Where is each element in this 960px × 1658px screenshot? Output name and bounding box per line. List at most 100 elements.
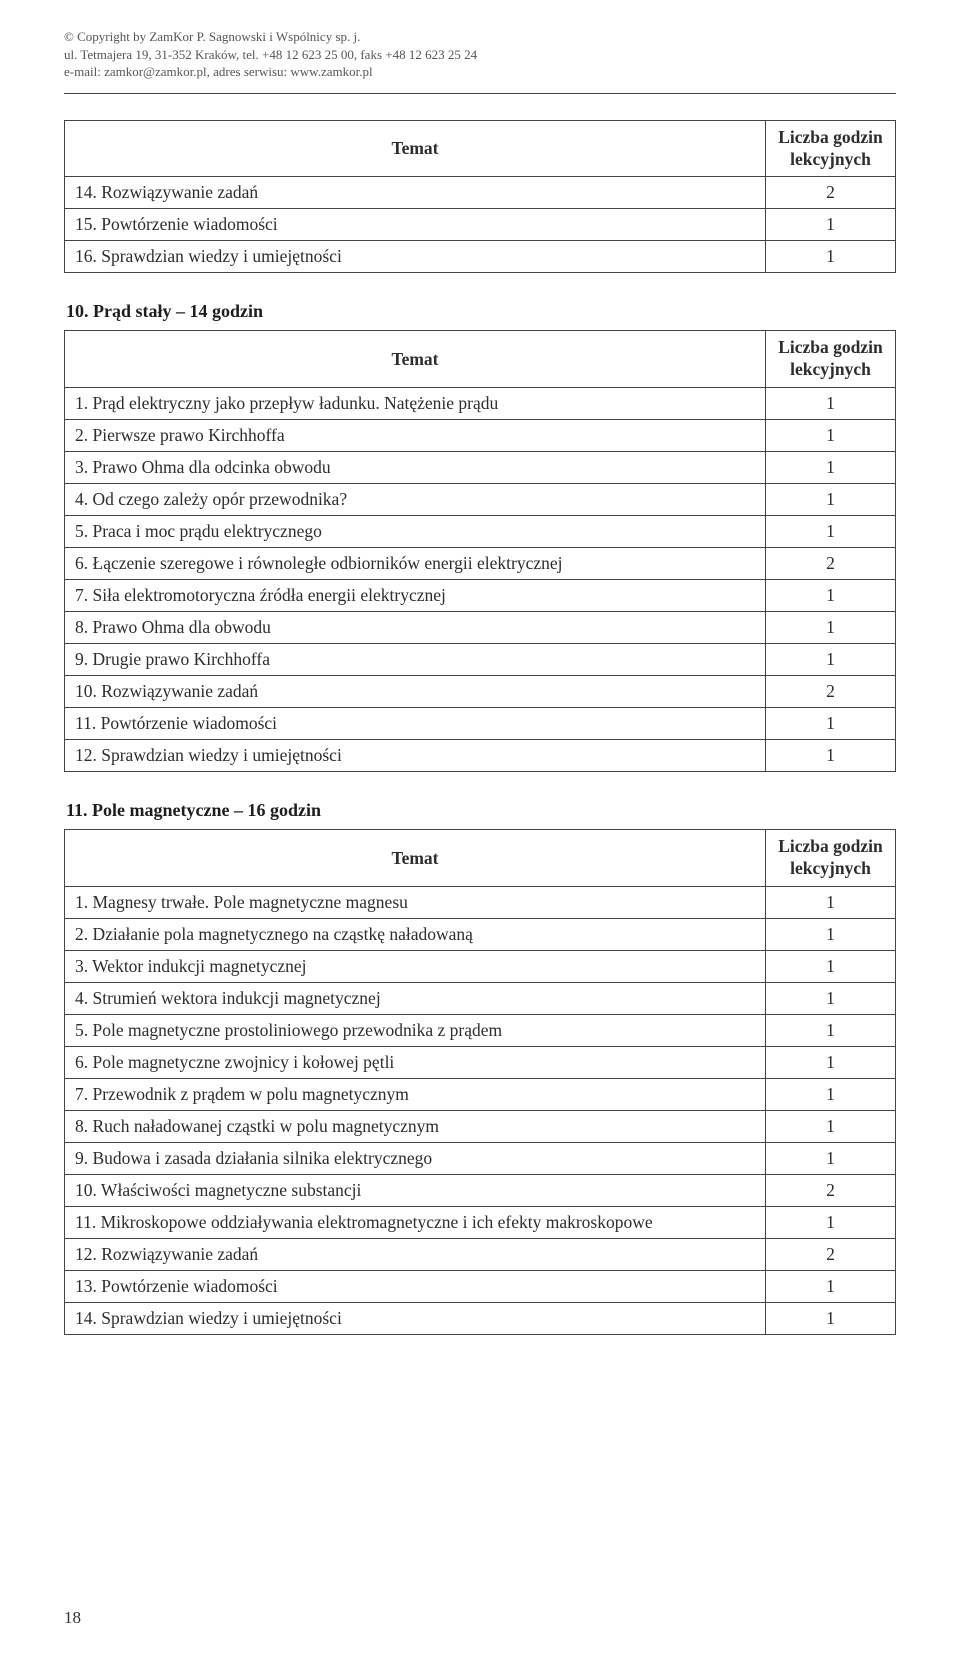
cell-hours: 1 [766, 241, 896, 273]
cell-hours: 1 [766, 1142, 896, 1174]
table-row: 13. Powtórzenie wiadomości1 [65, 1270, 896, 1302]
cell-hours: 1 [766, 886, 896, 918]
table-row: 4. Od czego zależy opór przewodnika?1 [65, 484, 896, 516]
cell-hours: 2 [766, 1174, 896, 1206]
table-row: 2. Pierwsze prawo Kirchhoffa1 [65, 420, 896, 452]
table-row: 7. Siła elektromotoryczna źródła energii… [65, 580, 896, 612]
cell-hours: 1 [766, 1110, 896, 1142]
table-row: 9. Budowa i zasada działania silnika ele… [65, 1142, 896, 1174]
cell-hours: 1 [766, 580, 896, 612]
cell-hours: 1 [766, 918, 896, 950]
cell-topic: 16. Sprawdzian wiedzy i umiejętności [65, 241, 766, 273]
cell-topic: 1. Prąd elektryczny jako przepływ ładunk… [65, 388, 766, 420]
cell-topic: 13. Powtórzenie wiadomości [65, 1270, 766, 1302]
copyright-block: © Copyright by ZamKor P. Sagnowski i Wsp… [64, 28, 896, 81]
cell-topic: 2. Pierwsze prawo Kirchhoffa [65, 420, 766, 452]
cell-hours: 2 [766, 676, 896, 708]
cell-topic: 8. Prawo Ohma dla obwodu [65, 612, 766, 644]
cell-topic: 2. Działanie pola magnetycznego na cząst… [65, 918, 766, 950]
cell-topic: 3. Wektor indukcji magnetycznej [65, 950, 766, 982]
cell-hours: 1 [766, 209, 896, 241]
cell-topic: 4. Strumień wektora indukcji magnetyczne… [65, 982, 766, 1014]
cell-topic: 12. Sprawdzian wiedzy i umiejętności [65, 740, 766, 772]
cell-hours: 1 [766, 982, 896, 1014]
cell-hours: 1 [766, 1270, 896, 1302]
cell-hours: 2 [766, 177, 896, 209]
curriculum-table: TematLiczba godzin lekcyjnych1. Magnesy … [64, 829, 896, 1335]
column-header-topic: Temat [65, 830, 766, 887]
cell-hours: 1 [766, 1014, 896, 1046]
cell-topic: 12. Rozwiązywanie zadań [65, 1238, 766, 1270]
cell-hours: 1 [766, 484, 896, 516]
cell-topic: 10. Właściwości magnetyczne substancji [65, 1174, 766, 1206]
table-row: 3. Prawo Ohma dla odcinka obwodu1 [65, 452, 896, 484]
cell-topic: 9. Budowa i zasada działania silnika ele… [65, 1142, 766, 1174]
table-row: 10. Rozwiązywanie zadań2 [65, 676, 896, 708]
copyright-line-3: e-mail: zamkor@zamkor.pl, adres serwisu:… [64, 63, 896, 81]
page-number: 18 [64, 1608, 81, 1628]
cell-hours: 2 [766, 548, 896, 580]
cell-hours: 1 [766, 420, 896, 452]
table-row: 4. Strumień wektora indukcji magnetyczne… [65, 982, 896, 1014]
table-row: 12. Sprawdzian wiedzy i umiejętności1 [65, 740, 896, 772]
column-header-topic: Temat [65, 120, 766, 177]
column-header-hours: Liczba godzin lekcyjnych [766, 120, 896, 177]
cell-topic: 14. Sprawdzian wiedzy i umiejętności [65, 1302, 766, 1334]
copyright-line-1: © Copyright by ZamKor P. Sagnowski i Wsp… [64, 28, 896, 46]
column-header-topic: Temat [65, 331, 766, 388]
copyright-line-2: ul. Tetmajera 19, 31-352 Kraków, tel. +4… [64, 46, 896, 64]
cell-topic: 8. Ruch naładowanej cząstki w polu magne… [65, 1110, 766, 1142]
table-row: 7. Przewodnik z prądem w polu magnetyczn… [65, 1078, 896, 1110]
cell-hours: 1 [766, 452, 896, 484]
table-row: 10. Właściwości magnetyczne substancji2 [65, 1174, 896, 1206]
cell-topic: 5. Praca i moc prądu elektrycznego [65, 516, 766, 548]
table-row: 6. Pole magnetyczne zwojnicy i kołowej p… [65, 1046, 896, 1078]
table-row: 2. Działanie pola magnetycznego na cząst… [65, 918, 896, 950]
table-row: 14. Sprawdzian wiedzy i umiejętności1 [65, 1302, 896, 1334]
table-row: 3. Wektor indukcji magnetycznej1 [65, 950, 896, 982]
column-header-hours: Liczba godzin lekcyjnych [766, 331, 896, 388]
cell-hours: 1 [766, 1302, 896, 1334]
cell-topic: 3. Prawo Ohma dla odcinka obwodu [65, 452, 766, 484]
section-title: 11. Pole magnetyczne – 16 godzin [66, 800, 896, 821]
cell-topic: 15. Powtórzenie wiadomości [65, 209, 766, 241]
cell-hours: 1 [766, 708, 896, 740]
cell-topic: 7. Przewodnik z prądem w polu magnetyczn… [65, 1078, 766, 1110]
table-row: 1. Magnesy trwałe. Pole magnetyczne magn… [65, 886, 896, 918]
curriculum-table: TematLiczba godzin lekcyjnych1. Prąd ele… [64, 330, 896, 772]
cell-hours: 1 [766, 950, 896, 982]
table-row: 8. Ruch naładowanej cząstki w polu magne… [65, 1110, 896, 1142]
cell-topic: 6. Łączenie szeregowe i równoległe odbio… [65, 548, 766, 580]
cell-topic: 9. Drugie prawo Kirchhoffa [65, 644, 766, 676]
cell-hours: 1 [766, 1078, 896, 1110]
cell-hours: 1 [766, 612, 896, 644]
table-row: 11. Mikroskopowe oddziaływania elektroma… [65, 1206, 896, 1238]
cell-hours: 1 [766, 740, 896, 772]
cell-hours: 2 [766, 1238, 896, 1270]
divider-top [64, 93, 896, 94]
column-header-hours: Liczba godzin lekcyjnych [766, 830, 896, 887]
table-row: 12. Rozwiązywanie zadań2 [65, 1238, 896, 1270]
cell-hours: 1 [766, 1206, 896, 1238]
cell-hours: 1 [766, 388, 896, 420]
cell-topic: 6. Pole magnetyczne zwojnicy i kołowej p… [65, 1046, 766, 1078]
table-row: 1. Prąd elektryczny jako przepływ ładunk… [65, 388, 896, 420]
table-row: 5. Pole magnetyczne prostoliniowego prze… [65, 1014, 896, 1046]
cell-topic: 5. Pole magnetyczne prostoliniowego prze… [65, 1014, 766, 1046]
table-row: 5. Praca i moc prądu elektrycznego1 [65, 516, 896, 548]
cell-topic: 10. Rozwiązywanie zadań [65, 676, 766, 708]
table-row: 9. Drugie prawo Kirchhoffa1 [65, 644, 896, 676]
cell-hours: 1 [766, 1046, 896, 1078]
curriculum-table: TematLiczba godzin lekcyjnych14. Rozwiąz… [64, 120, 896, 274]
cell-hours: 1 [766, 516, 896, 548]
table-row: 14. Rozwiązywanie zadań2 [65, 177, 896, 209]
cell-hours: 1 [766, 644, 896, 676]
table-row: 8. Prawo Ohma dla obwodu1 [65, 612, 896, 644]
cell-topic: 7. Siła elektromotoryczna źródła energii… [65, 580, 766, 612]
table-row: 11. Powtórzenie wiadomości1 [65, 708, 896, 740]
cell-topic: 11. Powtórzenie wiadomości [65, 708, 766, 740]
cell-topic: 11. Mikroskopowe oddziaływania elektroma… [65, 1206, 766, 1238]
cell-topic: 1. Magnesy trwałe. Pole magnetyczne magn… [65, 886, 766, 918]
table-row: 15. Powtórzenie wiadomości1 [65, 209, 896, 241]
cell-topic: 4. Od czego zależy opór przewodnika? [65, 484, 766, 516]
